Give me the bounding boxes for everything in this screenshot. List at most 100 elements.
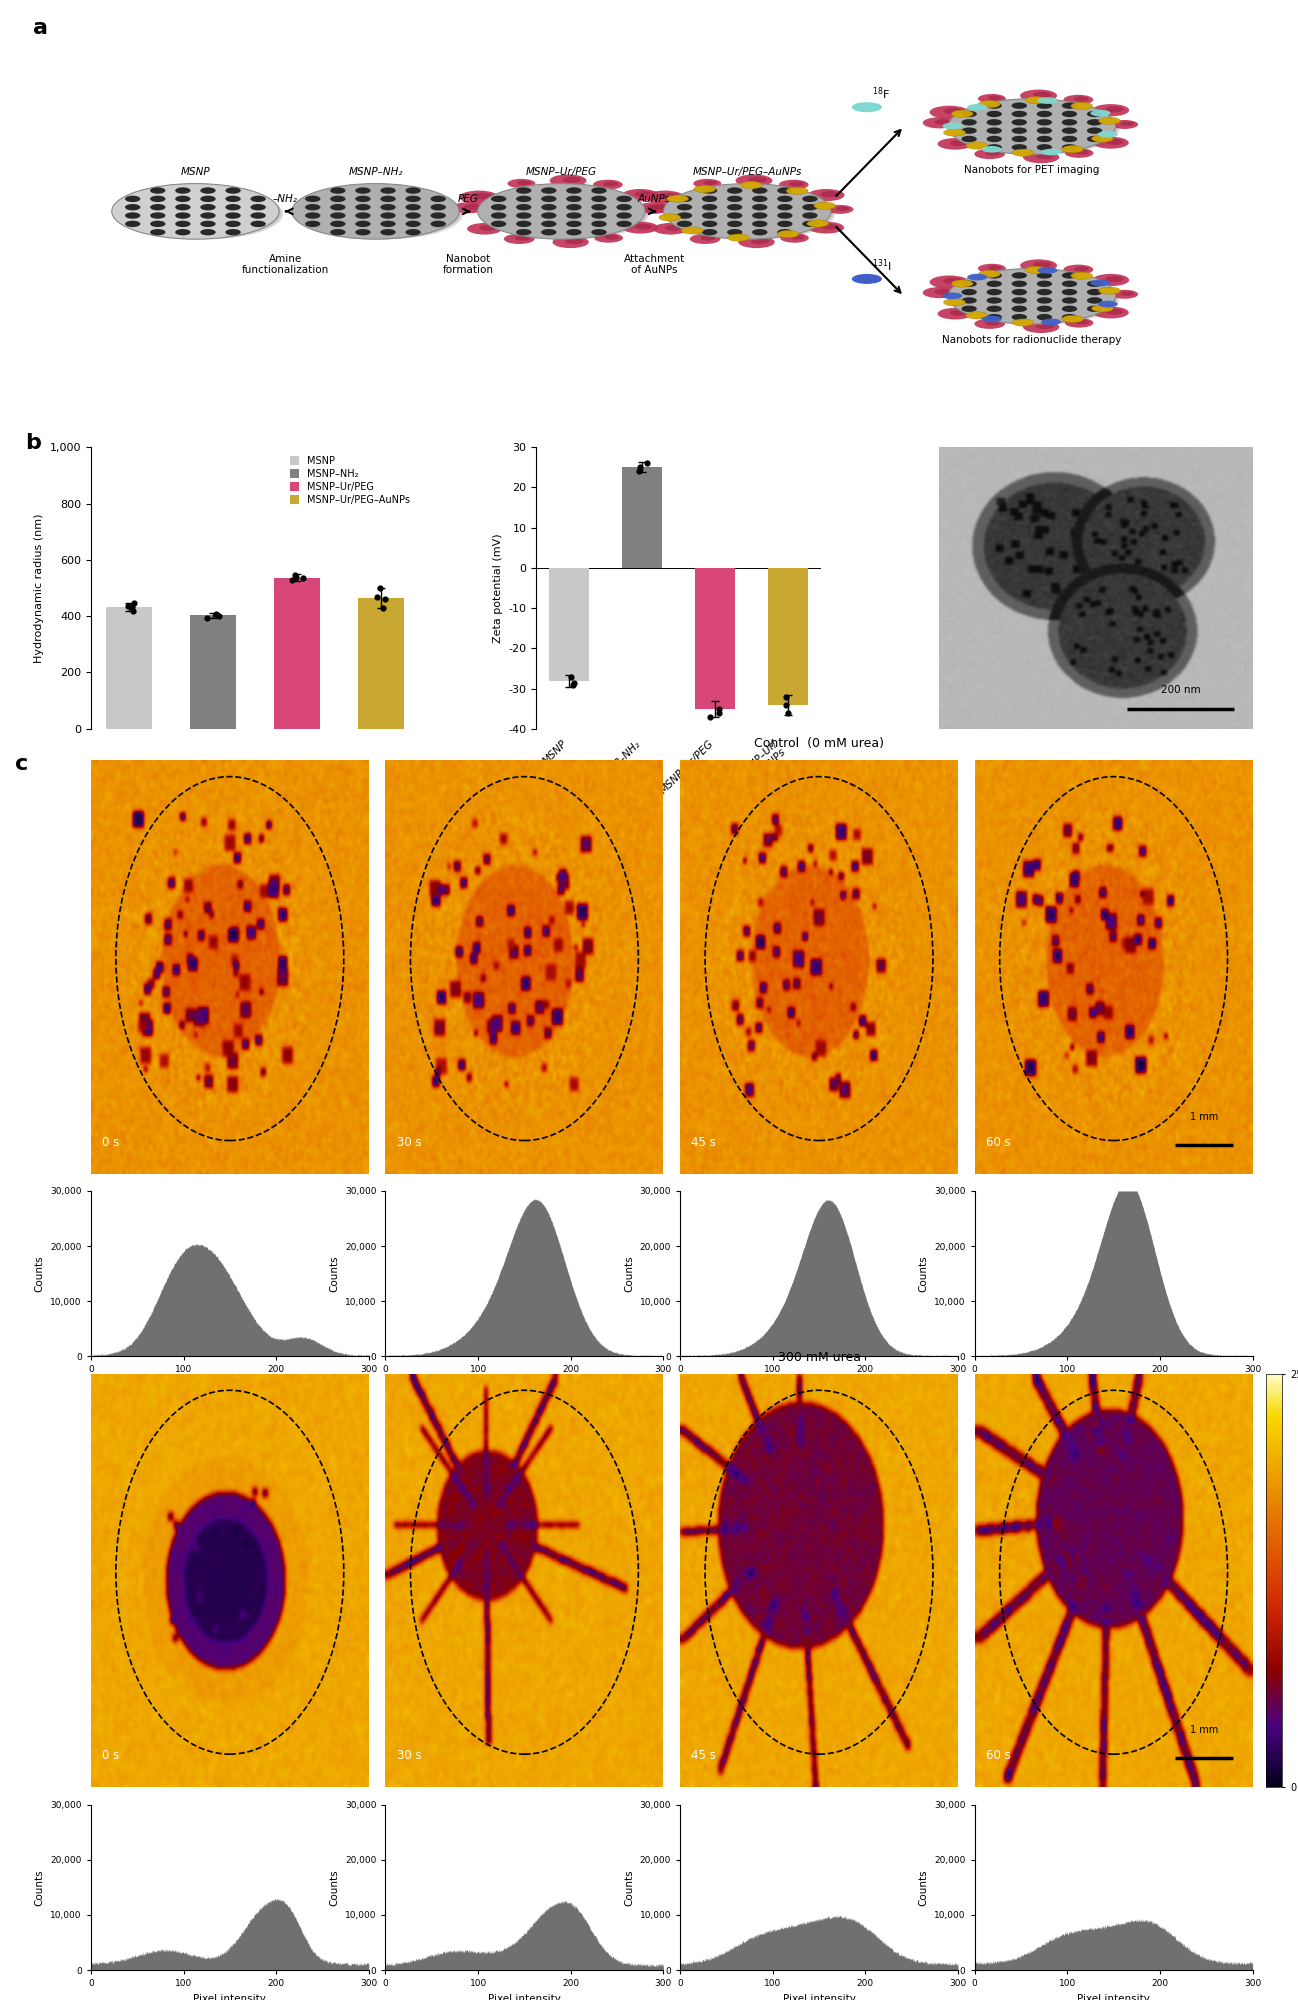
Ellipse shape: [727, 188, 742, 194]
Ellipse shape: [676, 204, 692, 210]
Circle shape: [459, 190, 498, 204]
Ellipse shape: [251, 204, 266, 210]
Ellipse shape: [702, 204, 718, 210]
Text: 60 s: 60 s: [985, 1750, 1011, 1762]
Circle shape: [553, 236, 589, 248]
Circle shape: [929, 276, 970, 288]
Circle shape: [966, 312, 988, 318]
Bar: [549, 568, 589, 680]
X-axis label: Pixel intensity: Pixel intensity: [1077, 1380, 1150, 1390]
Circle shape: [472, 192, 493, 200]
Circle shape: [1023, 152, 1059, 164]
Ellipse shape: [1011, 306, 1027, 312]
Circle shape: [790, 234, 805, 240]
Ellipse shape: [566, 212, 582, 218]
Circle shape: [517, 180, 531, 186]
Circle shape: [950, 310, 967, 316]
Circle shape: [593, 180, 623, 190]
X-axis label: Pixel intensity: Pixel intensity: [783, 1380, 855, 1390]
Circle shape: [650, 206, 663, 210]
Circle shape: [836, 206, 849, 210]
Ellipse shape: [251, 196, 266, 202]
Circle shape: [685, 190, 835, 240]
Point: [709, 692, 729, 724]
Ellipse shape: [200, 230, 215, 236]
Ellipse shape: [431, 212, 447, 218]
Point: [628, 456, 649, 488]
Circle shape: [970, 274, 1120, 324]
Ellipse shape: [962, 288, 977, 296]
Point: [776, 688, 797, 720]
Ellipse shape: [802, 196, 818, 202]
Ellipse shape: [617, 204, 632, 210]
Circle shape: [1064, 148, 1093, 158]
Ellipse shape: [962, 120, 977, 126]
Ellipse shape: [802, 212, 818, 218]
Circle shape: [1093, 306, 1129, 318]
Point: [370, 572, 391, 604]
Circle shape: [500, 190, 649, 240]
Circle shape: [809, 222, 844, 234]
Circle shape: [478, 184, 645, 240]
Circle shape: [1025, 96, 1046, 104]
Ellipse shape: [778, 212, 793, 218]
Ellipse shape: [541, 212, 557, 218]
Bar: [274, 578, 319, 728]
Circle shape: [1036, 324, 1054, 330]
Circle shape: [1063, 94, 1093, 104]
Circle shape: [594, 234, 623, 242]
Ellipse shape: [541, 220, 557, 228]
Ellipse shape: [1037, 136, 1053, 142]
Circle shape: [683, 188, 835, 240]
Circle shape: [752, 238, 770, 244]
Circle shape: [639, 202, 672, 214]
Circle shape: [301, 186, 461, 240]
Circle shape: [1093, 104, 1129, 116]
Ellipse shape: [752, 196, 767, 202]
Circle shape: [1062, 146, 1084, 152]
Ellipse shape: [305, 212, 321, 218]
Circle shape: [1098, 300, 1118, 308]
Ellipse shape: [778, 230, 793, 236]
Ellipse shape: [226, 188, 240, 194]
Ellipse shape: [566, 196, 582, 202]
Ellipse shape: [752, 188, 767, 194]
Circle shape: [641, 204, 667, 214]
Circle shape: [942, 122, 962, 130]
Ellipse shape: [517, 212, 531, 218]
Ellipse shape: [778, 204, 793, 210]
Circle shape: [689, 234, 720, 244]
Circle shape: [1073, 266, 1089, 272]
Text: Nanobot
formation: Nanobot formation: [443, 254, 495, 276]
Circle shape: [935, 120, 951, 124]
Circle shape: [827, 204, 854, 214]
Y-axis label: Counts: Counts: [919, 1256, 928, 1292]
Circle shape: [310, 188, 463, 240]
Ellipse shape: [1062, 110, 1077, 118]
Ellipse shape: [330, 212, 345, 218]
Ellipse shape: [330, 196, 345, 202]
Circle shape: [1037, 268, 1058, 274]
Ellipse shape: [151, 212, 165, 218]
Circle shape: [977, 94, 1006, 104]
Point: [197, 602, 218, 634]
Circle shape: [988, 96, 1002, 100]
Ellipse shape: [226, 220, 240, 228]
Ellipse shape: [1086, 288, 1102, 296]
Ellipse shape: [676, 220, 692, 228]
Circle shape: [478, 184, 645, 240]
Point: [700, 700, 720, 732]
Circle shape: [1111, 290, 1138, 298]
Ellipse shape: [1011, 136, 1027, 142]
Circle shape: [981, 316, 1002, 322]
Ellipse shape: [151, 204, 165, 210]
Ellipse shape: [1062, 120, 1077, 126]
Point: [123, 588, 144, 620]
Point: [284, 560, 305, 592]
Ellipse shape: [802, 220, 818, 228]
Ellipse shape: [1086, 298, 1102, 304]
Ellipse shape: [1037, 272, 1053, 278]
X-axis label: Pixel intensity: Pixel intensity: [488, 1994, 561, 2000]
Circle shape: [1106, 276, 1124, 282]
Circle shape: [497, 188, 649, 240]
